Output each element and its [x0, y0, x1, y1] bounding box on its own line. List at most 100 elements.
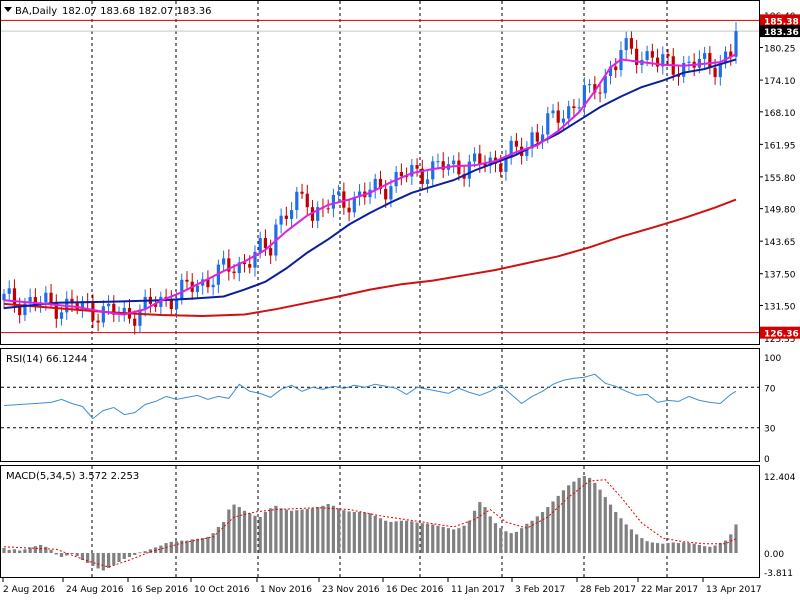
candle-body — [384, 188, 388, 200]
price-badge — [760, 326, 800, 339]
price-badge — [760, 14, 800, 27]
candle-body — [7, 288, 11, 294]
candle-body — [347, 207, 351, 213]
candle-body — [410, 165, 414, 177]
macd-histogram-bar — [279, 508, 283, 553]
collapse-triangle-icon[interactable] — [4, 7, 12, 12]
macd-histogram-bar — [227, 509, 231, 553]
candle-body — [180, 279, 184, 299]
macd-histogram-bar — [384, 520, 388, 553]
candle-body — [253, 251, 257, 268]
candle-body — [279, 215, 283, 225]
macd-histogram-bar — [321, 505, 325, 553]
candle-body — [561, 118, 566, 123]
candle-body — [530, 132, 534, 149]
macd-histogram-bar — [164, 543, 168, 553]
candle-body — [342, 191, 346, 208]
ohlc-readout: 182.07 183.68 182.07 183.36 — [62, 6, 212, 17]
macd-histogram-bar — [415, 522, 419, 553]
price-tick-label: 180.25 — [764, 45, 796, 55]
macd-histogram-bar — [525, 523, 529, 553]
macd-histogram-bar — [12, 549, 17, 553]
macd-histogram-bar — [190, 539, 194, 553]
macd-histogram-bar — [112, 553, 116, 565]
rsi-tick-label: 100 — [764, 354, 781, 364]
candle-body — [425, 179, 430, 184]
macd-histogram-bar — [237, 507, 241, 553]
candle-body — [431, 161, 435, 180]
macd-histogram-bar — [713, 545, 717, 553]
macd-histogram-bar — [577, 477, 581, 553]
macd-histogram-bar — [316, 507, 320, 553]
macd-histogram-bar — [467, 520, 471, 553]
macd-histogram-bar — [399, 520, 403, 553]
candle-body — [373, 178, 377, 190]
price-tick-label: 155.80 — [764, 174, 796, 184]
candle-body — [389, 186, 393, 200]
macd-histogram-bar — [206, 536, 210, 553]
macd-histogram-bar — [269, 508, 273, 553]
time-tick-label: 23 Nov 2016 — [322, 585, 380, 595]
candle-body — [70, 298, 74, 304]
macd-histogram-bar — [248, 513, 252, 553]
macd-histogram-bar — [635, 534, 639, 553]
candle-body — [540, 134, 545, 142]
price-tick-label: 161.95 — [764, 141, 796, 151]
time-tick-label: 22 Mar 2017 — [641, 585, 698, 595]
macd-histogram-bar — [614, 512, 618, 553]
macd-histogram-bar — [159, 545, 163, 553]
candle-body — [154, 303, 158, 307]
macd-histogram-bar — [603, 497, 607, 553]
macd-histogram-bar — [18, 550, 22, 553]
candle-body — [28, 297, 32, 304]
macd-histogram-bar — [289, 510, 294, 553]
macd-histogram-bar — [640, 538, 644, 553]
macd-histogram-bar — [655, 543, 660, 553]
macd-histogram-bar — [410, 521, 414, 553]
candle-body — [106, 303, 111, 307]
macd-histogram-bar — [703, 546, 707, 553]
macd-histogram-bar — [143, 551, 147, 553]
candle-body — [713, 67, 717, 78]
candle-body — [499, 163, 503, 172]
candle-body — [645, 51, 649, 60]
macd-histogram-bar — [96, 553, 100, 569]
time-tick-label: 1 Nov 2016 — [260, 585, 312, 595]
candle-body — [337, 191, 341, 195]
candle-body — [331, 194, 335, 209]
macd-histogram-bar — [300, 509, 304, 553]
macd-tick-label: 0.00 — [764, 550, 784, 560]
price-badge-label: 185.38 — [764, 17, 799, 27]
candle-body — [143, 296, 147, 310]
candle-body — [300, 191, 304, 194]
symbol-label: BA,Daily — [15, 6, 57, 17]
candle-body — [112, 303, 116, 315]
candle-body — [514, 140, 518, 147]
macd-histogram-bar — [378, 518, 383, 553]
macd-histogram-bar — [216, 526, 220, 553]
macd-histogram-bar — [106, 553, 111, 568]
ma-mid-line — [3, 58, 737, 310]
candle-body — [357, 191, 362, 198]
candle-body — [608, 66, 613, 76]
candle-body — [49, 292, 53, 303]
macd-pane-border — [0, 465, 760, 578]
macd-histogram-bar — [405, 520, 409, 553]
price-tick-label: 149.80 — [764, 206, 796, 216]
macd-histogram-bar — [54, 553, 58, 555]
macd-histogram-bar — [520, 528, 524, 553]
macd-histogram-bar — [629, 529, 634, 553]
macd-histogram-bar — [342, 510, 346, 553]
time-tick-label: 2 Aug 2016 — [3, 585, 55, 595]
rsi-tick-label: 30 — [764, 425, 776, 435]
candle-body — [472, 153, 477, 162]
price-tick-label: 125.35 — [764, 335, 796, 345]
candle-body — [567, 106, 571, 119]
candle-body — [242, 262, 247, 265]
macd-histogram-bar — [441, 526, 445, 553]
candle-body — [629, 38, 634, 49]
price-badge-label: 126.36 — [764, 330, 799, 340]
macd-histogram-bar — [692, 543, 696, 553]
